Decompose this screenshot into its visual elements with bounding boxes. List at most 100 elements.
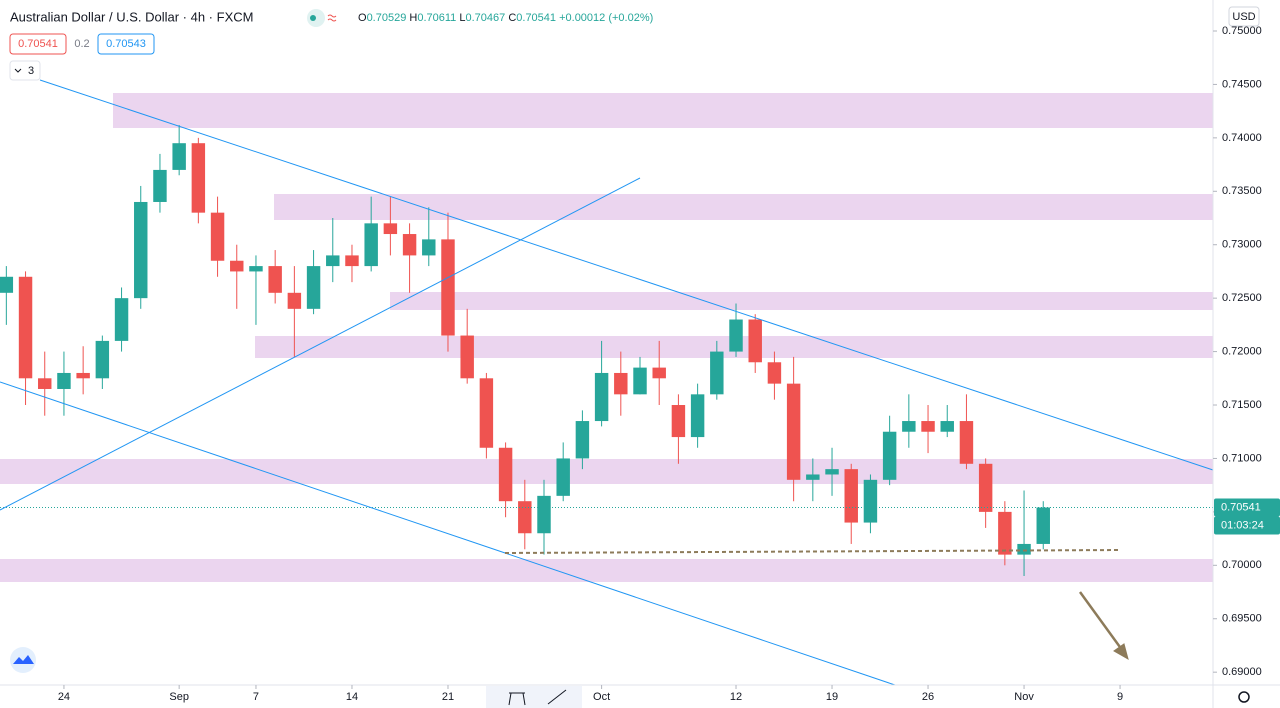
candle-body	[0, 276, 14, 293]
candle-body	[287, 292, 302, 309]
ohlc-change: +0.00012 (+0.02%)	[559, 12, 653, 24]
symbol-title: Australian Dollar / U.S. Dollar · 4h · F…	[10, 9, 253, 24]
buy-price[interactable]: 0.70543	[106, 38, 146, 50]
y-tick-label: 0.69000	[1222, 666, 1262, 678]
candle-body	[844, 469, 858, 523]
candle-body	[383, 223, 398, 235]
x-tick-label: Sep	[169, 691, 189, 703]
currency[interactable]: USD	[1232, 11, 1255, 23]
drawing-toolbar	[486, 686, 582, 708]
drawings	[0, 79, 1214, 686]
tool-icon[interactable]	[547, 689, 567, 705]
candle-body	[748, 319, 762, 363]
status-dot	[310, 15, 316, 21]
last-price-label: 0.70541	[1221, 501, 1261, 513]
countdown-tag	[1214, 516, 1280, 535]
candle-body	[978, 463, 993, 512]
zone	[113, 93, 1213, 128]
x-tick-label: 26	[922, 691, 934, 703]
candle-body	[710, 351, 724, 395]
ohlc-value: 0.70611	[417, 12, 456, 24]
candle-body	[671, 405, 686, 438]
candle-body	[594, 372, 609, 422]
x-tick-label: 24	[58, 691, 70, 703]
y-tick-label: 0.71000	[1222, 452, 1262, 464]
candle-body	[114, 298, 129, 341]
candle-body	[825, 469, 839, 475]
y-tick-label: 0.72000	[1222, 345, 1262, 357]
candle-body	[172, 143, 186, 170]
y-tick-label: 0.75000	[1222, 25, 1262, 37]
logo[interactable]	[10, 647, 36, 673]
x-tick-label: Oct	[593, 691, 610, 703]
zone	[390, 292, 1213, 310]
candle-body	[57, 372, 71, 389]
settings-icon[interactable]	[1238, 691, 1250, 703]
y-tick-label: 0.74000	[1222, 132, 1262, 144]
candle-body	[422, 239, 436, 256]
chevron	[14, 68, 22, 73]
candle-body	[326, 255, 340, 267]
candle-body	[460, 335, 474, 379]
candle-body	[959, 421, 974, 464]
candle-body	[191, 143, 206, 213]
candle-body	[306, 266, 321, 309]
y-tick-label: 0.71500	[1222, 399, 1262, 411]
tool-icon[interactable]	[508, 692, 526, 706]
candle-body	[1017, 543, 1031, 555]
candle-body	[210, 212, 225, 261]
candle-body	[633, 367, 647, 395]
candle-body	[230, 260, 244, 272]
logo-mark	[13, 655, 34, 664]
arrow-shaft	[1078, 591, 1127, 655]
currency-box[interactable]	[1228, 6, 1260, 27]
candle-body	[882, 431, 897, 480]
arrow-head	[1113, 643, 1129, 661]
candle-body	[518, 501, 532, 534]
buy-button[interactable]	[97, 33, 155, 55]
candle-body	[614, 372, 628, 395]
ohlc-value: 0.70541	[516, 12, 556, 24]
y-tick-label: 0.69500	[1222, 613, 1262, 625]
ohlc-label: C	[508, 12, 516, 24]
x-tick-label: 7	[253, 691, 259, 703]
sell-price[interactable]: 0.70541	[18, 38, 58, 50]
candle-body	[940, 421, 954, 432]
ohlc-label: L	[459, 12, 465, 24]
candle-body	[652, 367, 666, 379]
overlay: 0.70541 01:03:24	[1214, 498, 1280, 535]
y-tick-label: 0.73500	[1222, 185, 1262, 197]
candle-body	[998, 511, 1012, 555]
x-tick-label: 9	[1117, 691, 1123, 703]
candle-body	[249, 266, 263, 272]
ohlc-legend: O0.70529 H0.70611 L0.70467 C0.70541 +0.0…	[358, 12, 653, 24]
candle-body	[95, 340, 110, 379]
x-tick-label: 21	[442, 691, 454, 703]
x-tick-label: 19	[826, 691, 838, 703]
candle-body	[786, 383, 801, 480]
candle-body	[863, 479, 878, 523]
trend-line	[0, 381, 896, 686]
indicator-count[interactable]: 3	[28, 65, 34, 77]
status-icon	[327, 14, 337, 22]
candle-body	[921, 421, 935, 432]
candle-body	[479, 378, 494, 448]
zone	[274, 194, 1213, 220]
candle-body	[690, 394, 705, 438]
spread: 0.2	[74, 38, 89, 50]
zone	[0, 459, 1213, 484]
y-tick-label: 0.73000	[1222, 239, 1262, 251]
candle-body	[729, 319, 743, 352]
zones	[0, 93, 1213, 582]
candle-body	[364, 223, 378, 267]
trend-line	[0, 177, 641, 511]
candle-body	[537, 495, 551, 534]
candle-body	[76, 372, 90, 379]
candle-body	[1036, 507, 1050, 544]
plot	[0, 125, 1213, 576]
sell-button[interactable]	[9, 33, 67, 55]
indicator-toggle[interactable]	[9, 60, 41, 81]
ohlc-value: 0.70467	[465, 12, 505, 24]
